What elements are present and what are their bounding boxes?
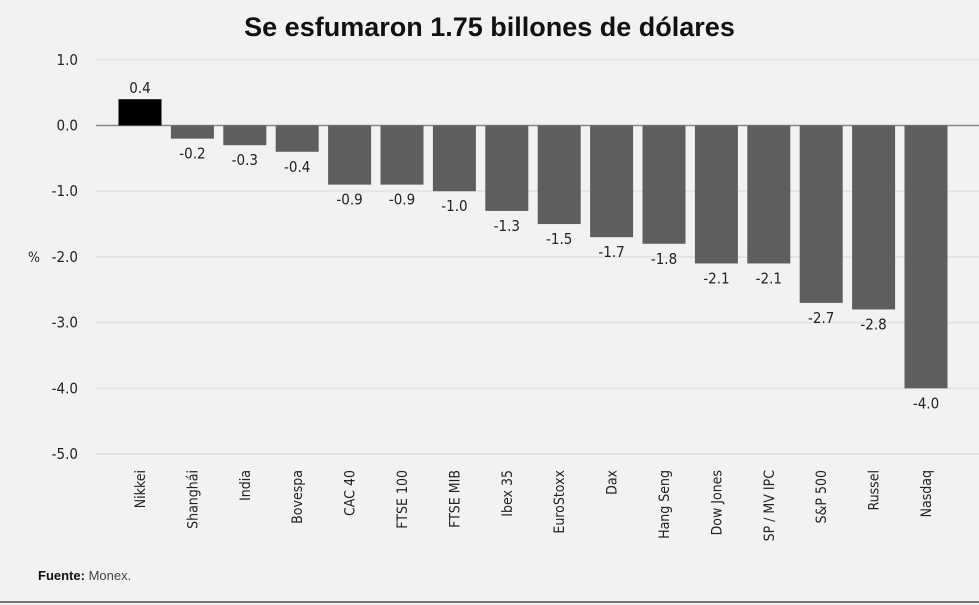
category-label: Shanghái xyxy=(185,470,201,529)
data-label: -2.7 xyxy=(808,309,834,327)
category-label: Russel xyxy=(867,470,883,510)
category-label: India xyxy=(238,470,254,501)
bar xyxy=(275,125,319,152)
data-label: -1.8 xyxy=(651,250,677,268)
bar xyxy=(328,125,372,185)
category-label: Dax xyxy=(605,469,621,494)
bar xyxy=(537,125,581,225)
data-label: 0.4 xyxy=(129,79,150,97)
bar xyxy=(118,99,162,126)
data-label: -1.5 xyxy=(546,230,572,248)
category-label: Bovespa xyxy=(290,470,306,524)
y-tick-label: -2.0 xyxy=(52,248,78,266)
bar-chart: 1.0 0.0 -1.0 -2.0 -3.0 -4.0 -5.0% 0.4 Nikkei -0.2… xyxy=(28,51,979,542)
y-tick-label: -5.0 xyxy=(52,445,78,463)
y-tick-label: -4.0 xyxy=(52,379,78,397)
data-label: -2.1 xyxy=(756,269,782,287)
y-tick-label: 1.0 xyxy=(57,51,78,69)
y-axis-label: % xyxy=(28,250,40,266)
source-value: Monex. xyxy=(88,568,132,583)
category-label: SP / MV IPC xyxy=(762,470,778,542)
category-label: FTSE MIB xyxy=(447,470,463,528)
bar xyxy=(747,125,791,264)
category-label: CAC 40 xyxy=(343,470,359,516)
data-label: -0.2 xyxy=(179,145,205,163)
y-tick-label: -1.0 xyxy=(52,182,78,200)
data-label: -0.4 xyxy=(284,158,310,176)
bar xyxy=(380,125,424,185)
source-note: Fuente: Monex. xyxy=(38,568,131,583)
data-label: -1.3 xyxy=(494,217,520,235)
bar xyxy=(694,125,738,264)
category-label: Hang Seng xyxy=(657,470,673,539)
bar xyxy=(642,125,686,244)
y-tick-label: -3.0 xyxy=(52,314,78,332)
bar xyxy=(485,125,529,211)
bar xyxy=(590,125,634,238)
category-label: Dow Jones xyxy=(709,470,725,535)
bottom-divider xyxy=(0,601,979,603)
category-label: Ibex 35 xyxy=(500,470,516,517)
bar xyxy=(170,125,214,139)
bar xyxy=(432,125,476,192)
source-label: Fuente: xyxy=(38,568,85,583)
data-label: -2.1 xyxy=(703,269,729,287)
bar xyxy=(852,125,896,310)
category-label: EuroStoxx xyxy=(552,469,568,533)
data-label: -0.9 xyxy=(389,191,415,209)
bar xyxy=(799,125,843,303)
data-label: -2.8 xyxy=(860,315,886,333)
chart-title: Se esfumaron 1.75 billones de dólares xyxy=(244,12,735,42)
bar xyxy=(223,125,267,146)
data-label: -1.0 xyxy=(441,197,467,215)
data-label: -0.9 xyxy=(336,191,362,209)
category-label: S&P 500 xyxy=(814,470,830,523)
y-tick-label: 0.0 xyxy=(57,117,78,135)
category-label: Nikkei xyxy=(133,470,149,508)
category-label: FTSE 100 xyxy=(395,470,411,529)
bar xyxy=(904,125,948,389)
category-label: Nasdaq xyxy=(919,470,935,517)
data-label: -4.0 xyxy=(913,394,939,412)
data-label: -1.7 xyxy=(598,243,624,261)
data-label: -0.3 xyxy=(232,151,258,169)
